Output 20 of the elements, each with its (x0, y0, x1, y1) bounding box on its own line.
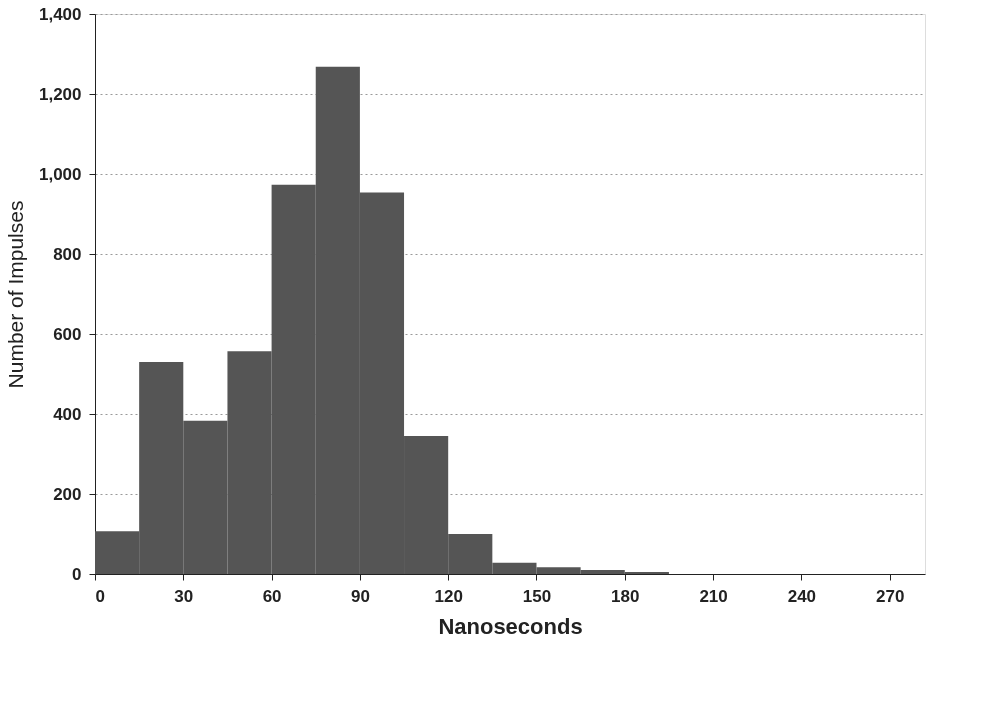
x-tick-label: 270 (875, 586, 905, 606)
x-tick-label: 120 (434, 586, 463, 606)
y-tick-label: 400 (53, 404, 82, 424)
y-tick-label: 200 (53, 484, 82, 504)
y-tick-label: 800 (53, 244, 82, 264)
y-axis-title: Number of Impulses (3, 200, 27, 389)
x-tick-label: 0 (95, 586, 105, 606)
y-tick-label: 0 (72, 564, 82, 584)
y-tick-label: 600 (53, 324, 82, 344)
x-axis-title: Nanoseconds (438, 613, 583, 639)
x-tick-label: 180 (611, 586, 640, 606)
x-tick-label: 240 (787, 586, 817, 606)
x-tick-label: 90 (350, 586, 370, 606)
x-tick-label: 150 (522, 586, 552, 606)
x-tick-label: 210 (699, 586, 728, 606)
x-tick-label: 30 (174, 586, 194, 606)
x-tick-label: 60 (262, 586, 282, 606)
y-tick-label: 1,200 (38, 84, 82, 104)
y-tick-label: 1,000 (38, 164, 82, 184)
y-tick-label: 1,400 (38, 4, 82, 24)
